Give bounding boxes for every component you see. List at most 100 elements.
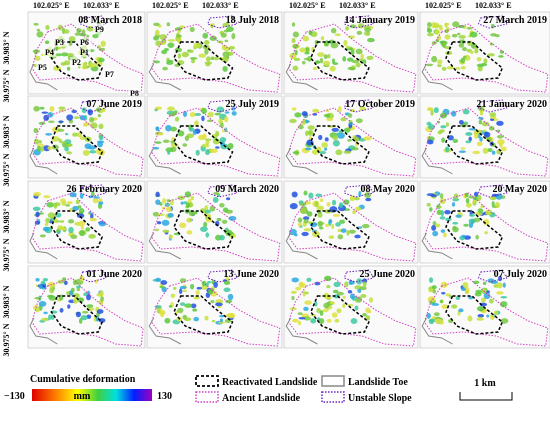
deformation-point	[75, 311, 81, 318]
deformation-point	[43, 311, 48, 315]
deformation-point	[76, 28, 82, 33]
deformation-point	[193, 42, 201, 48]
deformation-point	[299, 282, 306, 288]
map-panel: 18 July 2018	[146, 11, 283, 95]
deformation-point	[174, 27, 183, 31]
deformation-point	[167, 150, 171, 155]
deformation-point	[196, 286, 203, 290]
deformation-point	[482, 281, 487, 286]
deformation-point	[468, 218, 476, 224]
deformation-point	[300, 120, 306, 126]
deformation-point	[66, 53, 75, 57]
deformation-point	[302, 60, 306, 65]
deformation-point	[337, 234, 344, 240]
deformation-point	[326, 318, 332, 323]
deformation-point	[177, 130, 185, 137]
deformation-point	[466, 26, 473, 30]
deformation-point	[445, 146, 450, 153]
point-label-box	[43, 47, 56, 57]
deformation-point	[179, 302, 186, 306]
deformation-point	[305, 47, 309, 52]
unstable-slope	[343, 99, 375, 113]
deformation-point	[155, 191, 160, 198]
deformation-point	[295, 286, 302, 291]
deformation-point	[98, 201, 104, 205]
deformation-point	[323, 113, 331, 118]
deformation-point	[162, 229, 170, 233]
deformation-point	[446, 66, 455, 70]
deformation-point	[174, 47, 183, 53]
deformation-point	[484, 231, 489, 235]
landslide-toe	[421, 63, 453, 91]
deformation-point	[324, 137, 329, 142]
deformation-point	[336, 308, 342, 314]
deformation-point	[332, 140, 340, 147]
deformation-point	[426, 312, 431, 319]
deformation-point	[327, 296, 332, 300]
panel-date: 25 June 2020	[359, 269, 415, 280]
deformation-point	[34, 296, 42, 300]
reactivated-landslide	[173, 210, 234, 250]
deformation-point	[316, 205, 325, 211]
deformation-point	[32, 49, 41, 53]
deformation-point	[184, 135, 190, 142]
deformation-point	[227, 293, 234, 301]
deformation-point	[323, 54, 328, 60]
deformation-point	[180, 201, 184, 205]
deformation-point	[303, 190, 308, 196]
deformation-point	[66, 201, 73, 205]
deformation-point	[231, 107, 236, 111]
deformation-point	[222, 51, 230, 58]
deformation-point	[427, 296, 436, 303]
deformation-point	[77, 220, 86, 227]
deformation-point	[42, 277, 49, 282]
deformation-point	[442, 42, 447, 49]
deformation-point	[98, 57, 105, 63]
deformation-point	[220, 122, 224, 129]
deformation-point	[213, 191, 220, 195]
deformation-point	[49, 287, 55, 294]
point-label: P9	[95, 25, 104, 34]
deformation-point	[166, 59, 174, 63]
deformation-point	[77, 297, 85, 303]
deformation-point	[302, 35, 309, 42]
deformation-point	[159, 309, 163, 314]
deformation-point	[299, 207, 307, 214]
deformation-point	[220, 32, 227, 38]
deformation-point	[303, 316, 312, 321]
deformation-point	[304, 300, 312, 305]
deformation-point	[92, 34, 99, 39]
deformation-point	[439, 112, 448, 119]
deformation-point	[343, 127, 351, 133]
deformation-point	[159, 34, 167, 40]
deformation-point	[291, 295, 295, 301]
deformation-point	[331, 199, 337, 206]
point-label-box	[78, 47, 91, 57]
deformation-point	[355, 48, 363, 55]
deformation-point	[38, 284, 43, 289]
landslide-toe	[285, 317, 318, 345]
deformation-point	[45, 133, 53, 136]
ancient-landslide	[31, 192, 144, 262]
deformation-point	[436, 59, 443, 65]
panel-date: 07 June 2019	[86, 99, 142, 110]
deformation-point	[444, 34, 451, 40]
deformation-point	[481, 121, 490, 127]
deformation-point	[310, 318, 317, 324]
deformation-point	[200, 284, 208, 290]
deformation-point	[348, 279, 353, 285]
deformation-point	[201, 115, 205, 122]
deformation-point	[338, 202, 344, 209]
colorbar-unit: mm	[74, 391, 91, 402]
panel-date: 07 July 2020	[494, 269, 547, 280]
deformation-point	[89, 150, 97, 154]
deformation-point	[362, 281, 367, 287]
deformation-point	[182, 110, 187, 118]
deformation-point	[460, 57, 466, 64]
deformation-point	[499, 142, 503, 148]
ancient-landslide	[423, 23, 549, 93]
unstable-slope	[207, 184, 238, 198]
deformation-point	[67, 304, 71, 309]
reactivated-landslide	[309, 295, 370, 335]
deformation-point	[347, 57, 354, 62]
